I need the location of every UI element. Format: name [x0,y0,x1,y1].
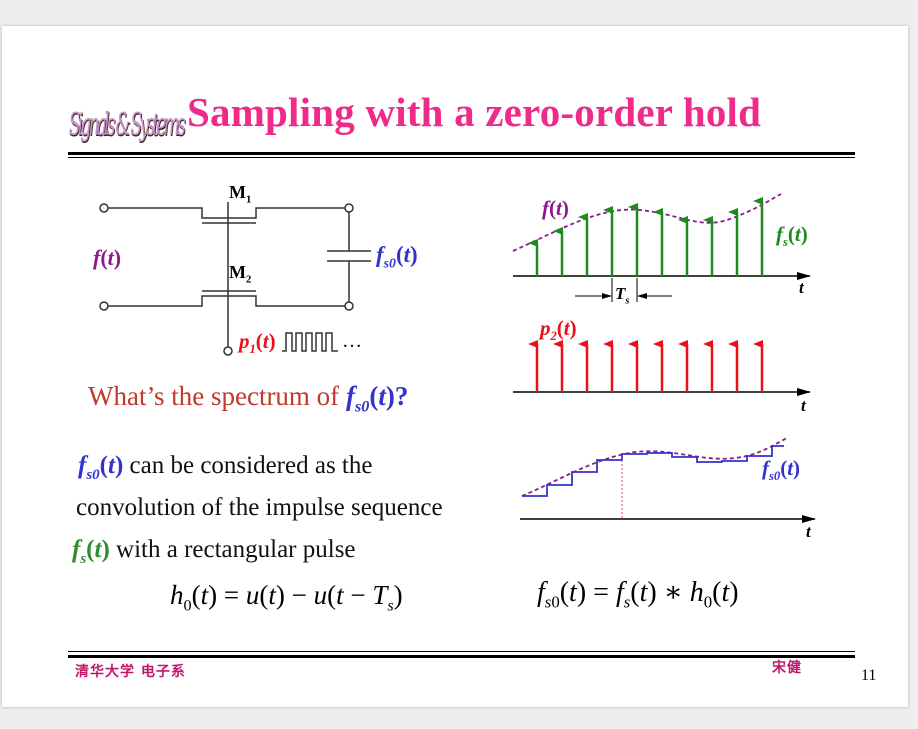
pulse-label: p1(t) [239,329,276,357]
fs0-equation: fs0(t) = fs(t) ∗ h0(t) [537,577,739,612]
title-rule-thick [68,152,855,155]
footer-institution: 清华大学 电子系 [75,664,186,680]
middle-plot-label: p2(t) [540,316,577,344]
body-line-3: fs(t) with a rectangular pulse [72,536,356,567]
middle-axis-t: t [801,396,806,415]
footer-rule-thin [68,651,855,652]
sampling-circuit [99,202,371,356]
svg-text:Signals & Systems: Signals & Systems [69,106,186,142]
top-axis-t: t [799,278,804,297]
bottom-plot [520,437,816,523]
circuit-input-label: f(t) [93,245,122,270]
spectrum-question: What’s the spectrum of fs0(t)? [88,381,409,416]
footer-rule-thick [68,655,855,658]
h0-equation: h0(t) = u(t) − u(t − Ts) [170,580,403,615]
body-line-3-text: with a rectangular pulse [109,536,356,563]
top-curve-label: f(t) [542,196,569,220]
top-samples-label: fs(t) [776,222,808,250]
m2-label: M2 [229,262,252,286]
title-rule-thin [68,157,855,158]
slide [2,26,908,707]
bottom-axis-t: t [806,522,811,541]
pulse-ellipsis: … [342,330,362,352]
period-label: Ts [615,284,630,307]
question-mark: ? [394,381,409,411]
question-prefix: What’s the spectrum of [88,381,346,411]
page-number: 11 [861,667,877,684]
body-line-1: fs0(t) can be considered as the [78,452,373,483]
m1-label: M1 [229,182,252,206]
top-plot [512,193,811,302]
middle-plot [513,340,811,396]
body-line-2: convolution of the impulse sequence [76,494,443,521]
svg-text:Signals & Systems: Signals & Systems [70,108,187,144]
bottom-plot-label: fs0(t) [762,456,801,484]
circuit-output-label: fs0(t) [376,242,418,271]
footer-author: 宋健 [772,660,802,676]
signals-systems-logo: Signals & Systems Signals & Systems [69,106,187,144]
body-line-1-text: can be considered as the [123,452,373,479]
page-title: Sampling with a zero-order hold [187,89,762,135]
